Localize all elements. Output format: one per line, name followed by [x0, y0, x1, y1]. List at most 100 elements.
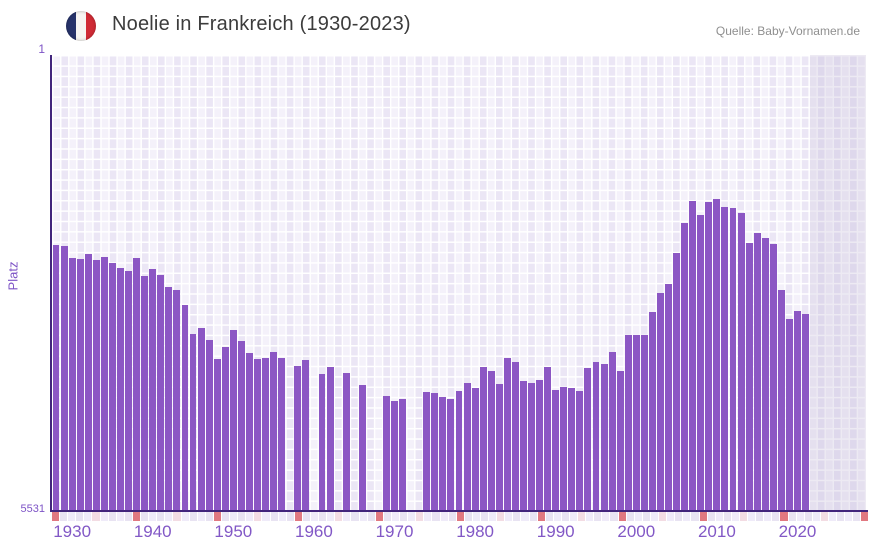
bar-1951[interactable]: [221, 347, 229, 510]
bar-2018[interactable]: [761, 237, 769, 510]
bar-2010[interactable]: [697, 214, 705, 510]
bar-1950[interactable]: [213, 359, 221, 510]
bar-1952[interactable]: [229, 330, 237, 510]
strip-cell-1936: [100, 512, 108, 521]
bar-1988[interactable]: [520, 381, 527, 510]
bar-1991[interactable]: [544, 367, 552, 510]
bar-1966[interactable]: [342, 373, 350, 510]
bar-2023[interactable]: [802, 314, 809, 510]
bar-2008[interactable]: [681, 222, 689, 510]
strip-cell-1973: [400, 512, 408, 521]
bar-2004[interactable]: [648, 312, 656, 510]
bar-2013[interactable]: [721, 206, 729, 510]
bar-1939[interactable]: [125, 270, 133, 510]
bar-2007[interactable]: [673, 252, 681, 510]
bar-2000[interactable]: [616, 371, 624, 510]
bar-1961[interactable]: [302, 360, 310, 510]
bar-1954[interactable]: [245, 353, 253, 510]
bar-2015[interactable]: [737, 212, 745, 510]
bar-2022[interactable]: [794, 311, 801, 510]
bar-1992[interactable]: [552, 390, 560, 510]
bar-2005[interactable]: [657, 293, 664, 510]
bar-1960[interactable]: [294, 366, 302, 510]
bar-1986[interactable]: [503, 358, 511, 510]
bar-2001[interactable]: [624, 335, 632, 510]
bar-1936[interactable]: [100, 256, 108, 510]
bar-2016[interactable]: [745, 242, 753, 510]
bar-1957[interactable]: [270, 352, 278, 510]
bar-2011[interactable]: [705, 201, 713, 510]
bar-1994[interactable]: [568, 388, 576, 510]
bar-1979[interactable]: [447, 399, 455, 510]
bar-1949[interactable]: [205, 340, 213, 510]
bar-1982[interactable]: [471, 388, 479, 510]
bar-1948[interactable]: [197, 328, 205, 510]
bar-2019[interactable]: [769, 243, 777, 510]
bar-2020[interactable]: [777, 289, 785, 510]
bar-1996[interactable]: [584, 368, 592, 510]
strip-cell-1969: [367, 512, 375, 521]
bar-1935[interactable]: [92, 259, 100, 510]
strip-cell-1950: [213, 512, 221, 521]
bar-1940[interactable]: [133, 257, 141, 510]
bar-1931[interactable]: [60, 245, 68, 510]
bar-1993[interactable]: [560, 387, 568, 510]
bar-1932[interactable]: [68, 257, 76, 510]
bar-1930[interactable]: [52, 244, 60, 510]
bar-1981[interactable]: [463, 383, 471, 510]
bar-1937[interactable]: [108, 262, 116, 510]
bar-1989[interactable]: [528, 383, 535, 510]
bar-1995[interactable]: [576, 391, 584, 510]
strip-cell-1963: [319, 512, 327, 521]
bar-1958[interactable]: [278, 358, 286, 510]
bar-1998[interactable]: [600, 364, 608, 510]
bar-1980[interactable]: [455, 391, 463, 510]
bar-1977[interactable]: [431, 393, 439, 510]
bar-2017[interactable]: [753, 232, 761, 510]
bar-1987[interactable]: [511, 362, 519, 510]
bar-2012[interactable]: [713, 198, 721, 510]
bar-1963[interactable]: [318, 374, 326, 510]
bar-1978[interactable]: [439, 397, 447, 510]
bar-1964[interactable]: [326, 367, 334, 510]
bar-2014[interactable]: [729, 207, 737, 510]
bar-1972[interactable]: [391, 401, 398, 510]
bar-1990[interactable]: [536, 380, 544, 510]
bar-1933[interactable]: [76, 258, 84, 510]
bar-1943[interactable]: [157, 274, 165, 510]
y-axis-line: [50, 55, 52, 512]
bar-1938[interactable]: [117, 267, 124, 510]
bar-1942[interactable]: [149, 268, 157, 510]
bar-2003[interactable]: [640, 335, 648, 510]
bar-2006[interactable]: [665, 284, 672, 510]
strip-cell-1954: [246, 512, 254, 521]
bar-1946[interactable]: [181, 305, 189, 510]
bar-1947[interactable]: [189, 334, 197, 510]
bar-1976[interactable]: [423, 392, 431, 510]
strip-cell-1930: [52, 512, 60, 521]
bar-1956[interactable]: [262, 358, 270, 510]
bar-1997[interactable]: [592, 362, 600, 510]
bar-1934[interactable]: [84, 253, 92, 510]
bar-1945[interactable]: [173, 289, 181, 510]
bar-2002[interactable]: [632, 335, 640, 510]
strip-cell-1961: [302, 512, 310, 521]
bar-1984[interactable]: [487, 371, 495, 510]
bar-2021[interactable]: [785, 319, 793, 510]
bar-1983[interactable]: [479, 367, 487, 510]
bar-1941[interactable]: [141, 275, 149, 510]
bar-1971[interactable]: [382, 396, 390, 510]
bar-1999[interactable]: [608, 352, 616, 510]
bar-1953[interactable]: [237, 341, 245, 510]
bar-1985[interactable]: [495, 384, 503, 510]
strip-cell-2028: [845, 512, 853, 521]
bar-1955[interactable]: [254, 359, 261, 510]
bar-1973[interactable]: [399, 399, 407, 510]
strip-cell-1931: [60, 512, 68, 521]
bar-2009[interactable]: [689, 200, 697, 510]
strip-cell-2007: [675, 512, 683, 521]
bar-1944[interactable]: [165, 287, 173, 510]
bar-1968[interactable]: [358, 385, 366, 510]
strip-cell-2021: [788, 512, 796, 521]
x-tick-2020: 2020: [778, 522, 817, 541]
